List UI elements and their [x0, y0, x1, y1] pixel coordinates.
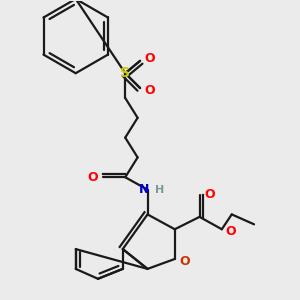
- Text: O: O: [179, 255, 190, 268]
- Text: O: O: [145, 52, 155, 65]
- Text: O: O: [145, 84, 155, 97]
- Text: O: O: [225, 225, 236, 238]
- Text: S: S: [120, 66, 130, 80]
- Text: H: H: [155, 184, 164, 195]
- Text: N: N: [139, 183, 149, 196]
- Text: O: O: [204, 188, 215, 201]
- Text: O: O: [88, 171, 98, 184]
